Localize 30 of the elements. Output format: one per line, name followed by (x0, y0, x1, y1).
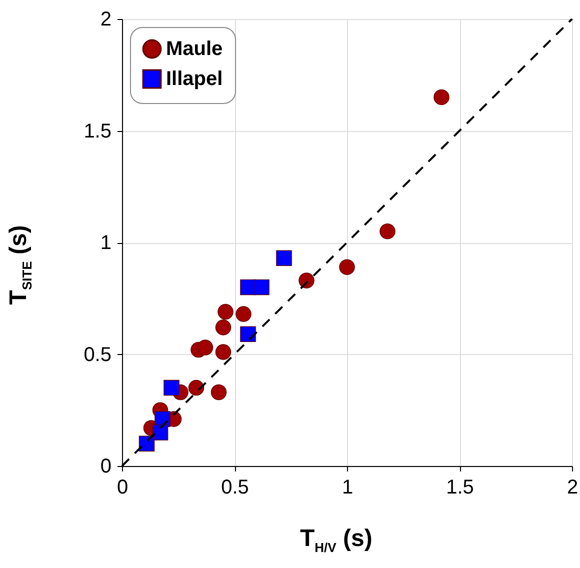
point (236, 306, 252, 322)
point (164, 380, 180, 396)
x-tick-label: 0 (116, 476, 128, 498)
y-tick-label: 1.5 (84, 120, 112, 142)
point (380, 223, 396, 240)
x-tick-label: 2 (566, 476, 578, 498)
y-tick-label: 0.5 (84, 344, 112, 366)
point (434, 89, 450, 106)
point (138, 436, 155, 452)
legend-label: Maule (166, 38, 223, 60)
point (215, 320, 232, 336)
point (339, 259, 355, 275)
legend-label: Illapel (166, 68, 223, 90)
y-tick-label: 2 (100, 8, 112, 30)
point (254, 279, 270, 296)
point (215, 344, 232, 360)
x-tick-label: 1.5 (446, 476, 474, 498)
point (210, 384, 227, 400)
point (298, 272, 314, 288)
x-tick-label: 1 (342, 476, 354, 498)
point (240, 326, 256, 342)
x-axis-title: T$_{H/V}$ (s) (300, 525, 372, 555)
y-tick-label: 0 (100, 456, 112, 478)
point (152, 424, 168, 440)
y-tick-label: 1 (100, 232, 112, 254)
x-tick-label: 0.5 (221, 476, 249, 498)
point (197, 340, 214, 356)
point (276, 250, 292, 266)
point (218, 304, 234, 320)
point (188, 380, 204, 396)
